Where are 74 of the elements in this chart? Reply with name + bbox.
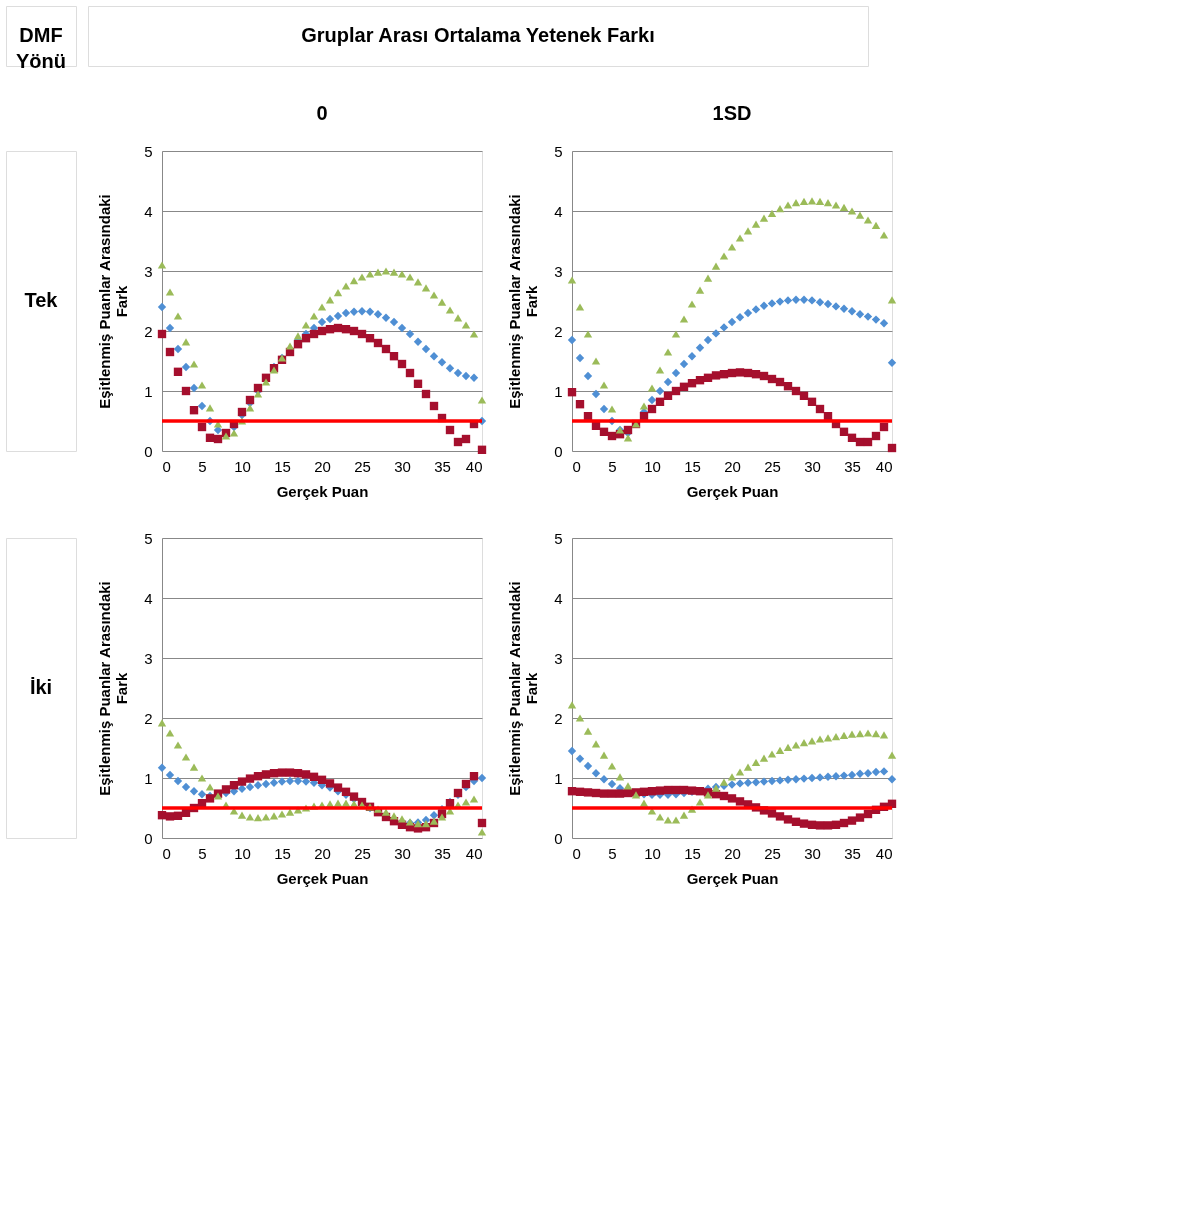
y-tick-label: 4 <box>554 589 563 607</box>
text: Tek <box>24 289 59 311</box>
text: Gruplar Arası Ortalama Yetenek Farkı <box>301 24 655 46</box>
x-tick-label: 30 <box>394 457 411 475</box>
x-tick-label: 15 <box>274 457 291 475</box>
x-tick-label: 10 <box>234 844 251 862</box>
x-tick-label: 30 <box>394 844 411 862</box>
y-tick-label: 5 <box>144 142 153 160</box>
y-axis-title: Eşitlenmiş Puanlar Arasındaki Fark <box>96 194 131 409</box>
x-tick-label: 0 <box>572 844 581 862</box>
x-tick-label: 30 <box>804 457 821 475</box>
y-tick-label: 0 <box>144 442 153 460</box>
x-tick-label: 15 <box>684 457 701 475</box>
x-tick-label: 5 <box>608 457 617 475</box>
y-tick-label: 3 <box>144 262 153 280</box>
y-axis-title: Eşitlenmiş Puanlar Arasındaki Fark <box>506 581 541 796</box>
x-tick-label: 20 <box>724 844 741 862</box>
y-tick-label: 4 <box>144 589 153 607</box>
y-tick-label: 4 <box>554 202 563 220</box>
x-tick-label: 40 <box>875 457 893 475</box>
x-tick-label: 15 <box>274 844 291 862</box>
y-tick-label: 2 <box>144 709 153 727</box>
y-tick-label: 2 <box>554 322 563 340</box>
y-axis-title: Eşitlenmiş Puanlar Arasındaki Fark <box>506 194 541 409</box>
y-tick-label: 3 <box>554 262 563 280</box>
x-tick-label: 10 <box>644 457 661 475</box>
text: İki <box>29 676 53 698</box>
x-axis-title: Gerçek Puan <box>276 869 369 887</box>
x-axis-title: Gerçek Puan <box>686 869 779 887</box>
x-tick-label: 25 <box>354 457 371 475</box>
y-tick-label: 3 <box>554 649 563 667</box>
x-tick-label: 15 <box>684 844 701 862</box>
chart-title: 0 <box>316 102 328 124</box>
x-tick-label: 25 <box>764 457 781 475</box>
y-tick-label: 1 <box>144 382 153 400</box>
y-tick-label: 5 <box>554 142 563 160</box>
x-tick-label: 40 <box>465 457 483 475</box>
x-tick-label: 20 <box>724 457 741 475</box>
x-tick-label: 30 <box>804 844 821 862</box>
x-tick-label: 40 <box>875 844 893 862</box>
x-tick-label: 0 <box>162 457 171 475</box>
y-axis-title: Eşitlenmiş Puanlar Arasındaki Fark <box>96 581 131 796</box>
y-tick-label: 1 <box>554 382 563 400</box>
x-tick-label: 25 <box>764 844 781 862</box>
chart-title: 1SD <box>712 102 752 124</box>
x-axis-title: Gerçek Puan <box>686 482 779 500</box>
y-tick-label: 4 <box>144 202 153 220</box>
y-tick-label: 5 <box>554 529 563 547</box>
y-tick-label: 1 <box>144 769 153 787</box>
x-tick-label: 0 <box>162 844 171 862</box>
y-tick-label: 1 <box>554 769 563 787</box>
y-tick-label: 2 <box>144 322 153 340</box>
x-tick-label: 20 <box>314 844 331 862</box>
x-tick-label: 35 <box>844 844 861 862</box>
y-tick-label: 2 <box>554 709 563 727</box>
x-tick-label: 35 <box>434 844 451 862</box>
x-tick-label: 10 <box>234 457 251 475</box>
x-tick-label: 25 <box>354 844 371 862</box>
x-tick-label: 10 <box>644 844 661 862</box>
x-tick-label: 40 <box>465 844 483 862</box>
y-tick-label: 0 <box>144 829 153 847</box>
x-tick-label: 5 <box>608 844 617 862</box>
text: DMF Yönü <box>16 24 66 72</box>
x-tick-label: 20 <box>314 457 331 475</box>
x-tick-label: 5 <box>198 844 207 862</box>
x-tick-label: 5 <box>198 457 207 475</box>
x-axis-title: Gerçek Puan <box>276 482 369 500</box>
x-tick-label: 35 <box>434 457 451 475</box>
y-tick-label: 0 <box>554 829 563 847</box>
x-tick-label: 35 <box>844 457 861 475</box>
x-tick-label: 0 <box>572 457 581 475</box>
y-tick-label: 3 <box>144 649 153 667</box>
y-tick-label: 0 <box>554 442 563 460</box>
y-tick-label: 5 <box>144 529 153 547</box>
